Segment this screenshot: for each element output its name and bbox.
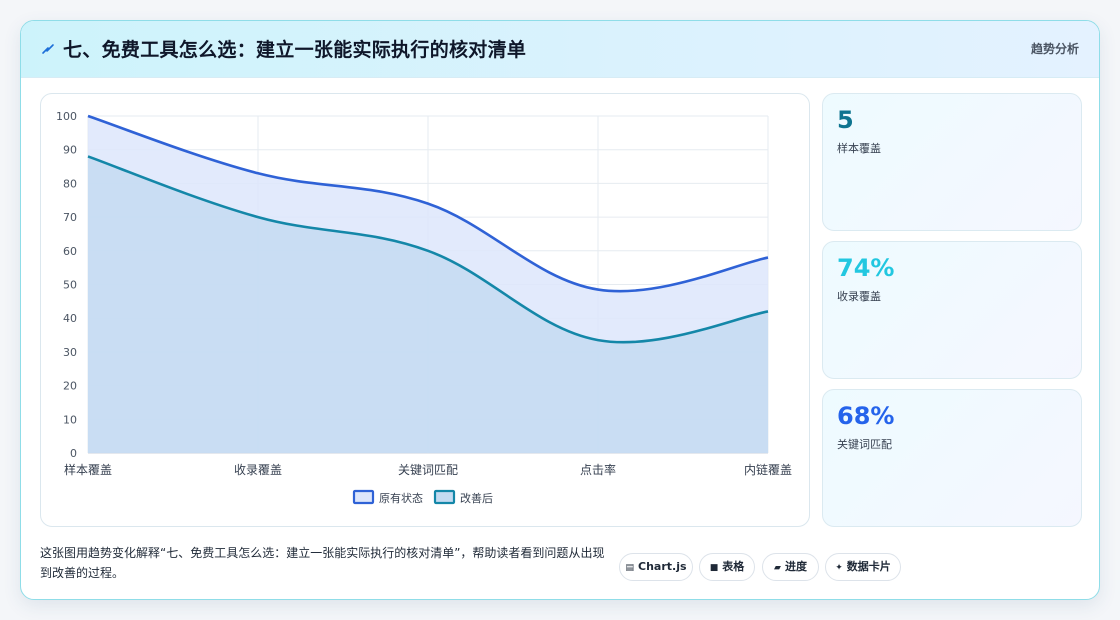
chip-data-cards[interactable]: ✦ 数据卡片: [825, 553, 901, 581]
legend-label-1: 原有状态: [379, 491, 423, 505]
legend-swatch-2: [433, 489, 456, 505]
x-tick-label: 内链覆盖: [744, 462, 792, 477]
trend-chart: 0 10 20 30 40 50 60 70 80 90 100 样本覆盖 收录覆盖 关键词匹配 点击率 内链…: [56, 110, 792, 505]
chip-progress[interactable]: ▰ 进度: [762, 553, 819, 581]
stat-value: 68%: [837, 402, 895, 430]
stat-card-3: 68% 关键词匹配: [822, 389, 1082, 527]
y-tick-label: 80: [63, 177, 77, 190]
x-tick-label: 样本覆盖: [64, 462, 112, 477]
chart-icon: ▤: [625, 563, 634, 573]
chip-label: 数据卡片: [846, 560, 891, 573]
x-tick-label: 关键词匹配: [398, 463, 458, 477]
legend-label-2: 改善后: [460, 491, 493, 505]
y-tick-label: 90: [63, 144, 77, 157]
stat-label: 收录覆盖: [837, 290, 881, 303]
x-tick-label: 点击率: [580, 462, 616, 477]
stat-label: 关键词匹配: [837, 438, 892, 451]
y-tick-label: 50: [63, 279, 77, 292]
stat-card-2: 74% 收录覆盖: [822, 241, 1082, 379]
y-tick-label: 0: [70, 447, 77, 460]
page-title: 七、免费工具怎么选：建立一张能实际执行的核对清单: [63, 39, 527, 61]
chip-label: Chart.js: [638, 560, 687, 573]
series-line-2: [87, 155, 769, 344]
stat-card-1: 5 样本覆盖: [822, 93, 1082, 231]
lightning-icon: [42, 44, 54, 54]
chart-panel: 0 10 20 30 40 50 60 70 80 90 100 样本覆盖 收录覆盖 关键词匹配 点击率 内链…: [40, 93, 810, 527]
y-tick-label: 100: [56, 110, 77, 123]
stat-value: 5: [837, 106, 854, 134]
series-area-2: [88, 156, 768, 453]
report-card: 七、免费工具怎么选：建立一张能实际执行的核对清单 趋势分析 0 10 20 30 40 5…: [20, 20, 1100, 600]
series-line-1: [87, 114, 769, 293]
chip-label: 表格: [722, 560, 745, 573]
chip-table[interactable]: ■ 表格: [699, 553, 755, 581]
y-tick-label: 20: [63, 380, 77, 393]
y-tick-label: 40: [63, 312, 77, 325]
y-tick-label: 30: [63, 346, 77, 359]
sparkle-icon: ✦: [835, 563, 843, 573]
y-tick-label: 70: [63, 211, 77, 224]
y-tick-label: 60: [63, 245, 77, 258]
y-tick-label: 10: [63, 413, 77, 426]
progress-icon: ▰: [774, 563, 781, 573]
x-tick-label: 收录覆盖: [234, 463, 282, 477]
section-tag: 趋势分析: [1030, 42, 1079, 56]
chip-chartjs[interactable]: ▤ Chart.js: [619, 553, 693, 581]
stat-label: 样本覆盖: [837, 142, 881, 155]
card-header: 七、免费工具怎么选：建立一张能实际执行的核对清单 趋势分析: [21, 21, 1099, 78]
chip-label: 进度: [784, 560, 807, 573]
stat-value: 74%: [837, 254, 895, 282]
table-icon: ■: [709, 563, 719, 573]
chart-caption: 这张图用趋势变化解释“七、免费工具怎么选：建立一张能实际执行的核对清单”，帮助读…: [40, 546, 605, 580]
legend-swatch-1: [352, 489, 375, 505]
